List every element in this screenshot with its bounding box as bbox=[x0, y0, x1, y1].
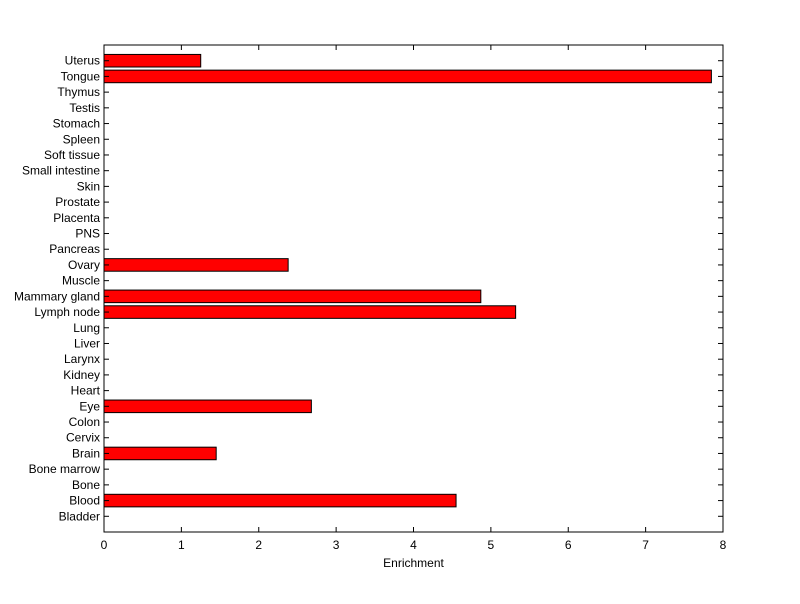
y-tick-label: Brain bbox=[72, 446, 100, 460]
y-tick-label: Bladder bbox=[59, 509, 100, 523]
bar bbox=[103, 399, 312, 414]
x-tick-label: 5 bbox=[488, 538, 495, 552]
y-tick-label: PNS bbox=[75, 227, 100, 241]
y-tick-label: Mammary gland bbox=[14, 289, 100, 303]
y-tick-label: Spleen bbox=[63, 132, 100, 146]
x-tick-label: 1 bbox=[178, 538, 185, 552]
x-tick-label: 0 bbox=[101, 538, 108, 552]
y-tick-label: Kidney bbox=[63, 368, 100, 382]
y-tick-label: Cervix bbox=[66, 431, 100, 445]
y-tick-label: Lung bbox=[73, 321, 100, 335]
bar bbox=[103, 305, 517, 319]
y-tick-label: Testis bbox=[69, 101, 100, 115]
x-tick-label: 6 bbox=[565, 538, 572, 552]
y-tick-label: Larynx bbox=[64, 352, 100, 366]
y-tick-label: Eye bbox=[79, 399, 100, 413]
x-tick-label: 2 bbox=[255, 538, 262, 552]
y-tick-label: Muscle bbox=[62, 274, 100, 288]
y-tick-label: Soft tissue bbox=[44, 148, 100, 162]
x-tick-label: 3 bbox=[333, 538, 340, 552]
y-tick-label: Heart bbox=[71, 384, 101, 398]
y-tick-label: Bone bbox=[72, 478, 100, 492]
y-tick-label: Uterus bbox=[65, 54, 100, 68]
y-tick-label: Pancreas bbox=[49, 242, 100, 256]
y-tick-label: Colon bbox=[69, 415, 100, 429]
y-tick-label: Blood bbox=[69, 494, 100, 508]
x-tick-label: 7 bbox=[642, 538, 649, 552]
y-tick-label: Placenta bbox=[53, 211, 100, 225]
y-tick-label: Thymus bbox=[57, 85, 100, 99]
x-tick-label: 8 bbox=[720, 538, 727, 552]
bar bbox=[103, 53, 202, 68]
y-tick-label: Ovary bbox=[68, 258, 100, 272]
y-tick-label: Prostate bbox=[55, 195, 100, 209]
y-tick-label: Small intestine bbox=[22, 164, 100, 178]
bar bbox=[103, 493, 457, 508]
bars-group bbox=[103, 53, 712, 508]
y-tick-label: Bone marrow bbox=[29, 462, 101, 476]
x-axis-label: Enrichment bbox=[383, 556, 444, 570]
y-tick-label: Liver bbox=[74, 336, 100, 350]
bar bbox=[103, 258, 289, 272]
y-tick-label: Stomach bbox=[53, 117, 100, 131]
y-tick-label: Tongue bbox=[61, 69, 101, 83]
y-tick-label: Lymph node bbox=[34, 305, 100, 319]
y-tick-label: Skin bbox=[77, 179, 100, 193]
x-tick-label: 4 bbox=[410, 538, 417, 552]
bar bbox=[103, 289, 482, 304]
bar bbox=[103, 69, 712, 84]
plot-frame bbox=[103, 44, 724, 533]
bar bbox=[103, 446, 217, 461]
